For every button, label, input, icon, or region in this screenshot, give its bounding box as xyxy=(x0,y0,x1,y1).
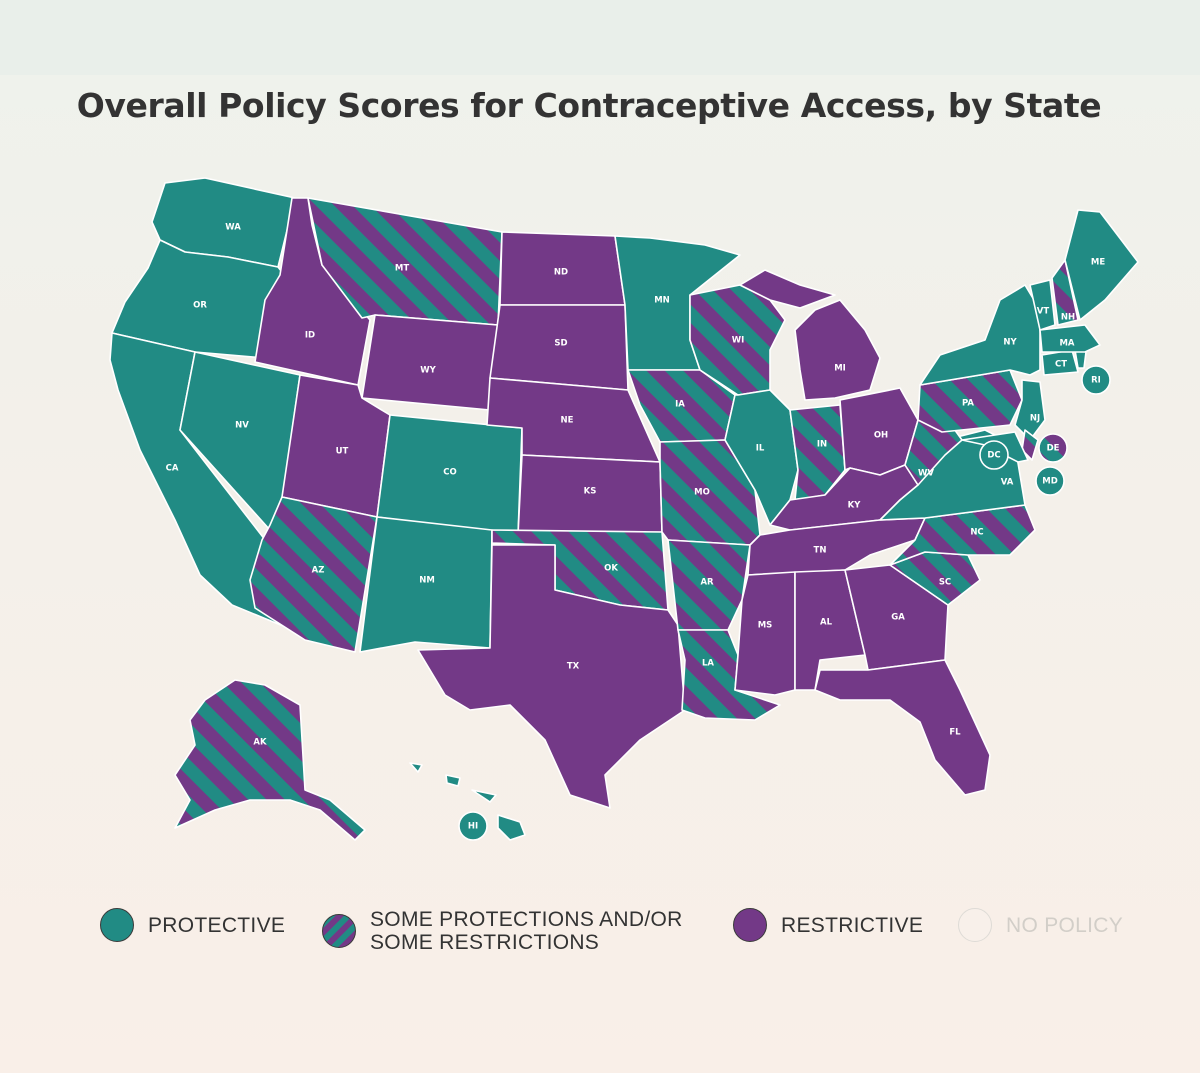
state-label-ks: KS xyxy=(584,487,597,497)
state-label-id: ID xyxy=(305,331,315,341)
state-label-ar: AR xyxy=(700,578,714,588)
state-label-az: AZ xyxy=(312,566,325,576)
state-de xyxy=(1021,429,1039,461)
state-id xyxy=(254,197,371,386)
state-label-ct: CT xyxy=(1055,360,1067,370)
legend-label-protective: PROTECTIVE xyxy=(148,913,286,937)
state-label-al: AL xyxy=(820,618,833,628)
state-label-or: OR xyxy=(193,301,207,311)
state-label-wv: WV xyxy=(918,469,934,479)
state-label-in: IN xyxy=(817,440,827,450)
legend-swatch-restrictive xyxy=(733,908,767,942)
state-label-nh: NH xyxy=(1061,313,1075,323)
state-label-ne: NE xyxy=(561,416,574,426)
state-ar xyxy=(667,539,751,631)
state-wy xyxy=(361,314,499,411)
state-label-nj: NJ xyxy=(1030,414,1040,424)
legend-swatch-mixed xyxy=(322,914,356,948)
state-label-hi: HI xyxy=(468,822,478,832)
state-label-wi: WI xyxy=(732,336,745,346)
state-tx xyxy=(417,544,686,809)
legend-label-no-policy: NO POLICY xyxy=(1006,913,1124,937)
legend: PROTECTIVE SOME PROTECTIONS AND/OR SOME … xyxy=(0,908,1200,958)
state-label-dc: DC xyxy=(987,451,1000,461)
state-label-fl: FL xyxy=(949,728,961,738)
state-az xyxy=(249,496,378,653)
state-ms xyxy=(734,571,796,696)
state-label-mo: MO xyxy=(694,488,710,498)
state-label-ia: IA xyxy=(675,400,685,410)
state-la xyxy=(677,629,781,721)
state-ny xyxy=(919,284,1041,386)
state-bubble-de xyxy=(1038,433,1068,463)
state-label-tn: TN xyxy=(814,546,827,556)
state-label-co: CO xyxy=(443,468,456,478)
state-vt xyxy=(1029,279,1056,331)
state-label-pa: PA xyxy=(962,399,974,409)
state-label-il: IL xyxy=(756,444,765,454)
state-label-ma: MA xyxy=(1059,339,1074,349)
state-label-ok: OK xyxy=(604,564,618,574)
state-label-nm: NM xyxy=(419,576,435,586)
legend-label-mixed-line1: SOME PROTECTIONS AND/OR xyxy=(370,908,683,931)
state-label-de: DE xyxy=(1047,444,1060,454)
legend-swatch-protective xyxy=(100,908,134,942)
state-ak xyxy=(174,679,366,841)
state-label-vt: VT xyxy=(1037,307,1050,317)
state-label-sc: SC xyxy=(939,578,951,588)
legend-swatch-no-policy xyxy=(958,908,992,942)
state-hi2 xyxy=(445,774,461,787)
state-bubble-ri xyxy=(1081,365,1111,395)
state-mi xyxy=(794,299,881,401)
state-label-ky: KY xyxy=(848,501,862,511)
state-label-va: VA xyxy=(1001,478,1014,488)
state-label-ga: GA xyxy=(891,613,905,623)
legend-label-mixed-line2: SOME RESTRICTIONS xyxy=(370,931,600,954)
state-upmi xyxy=(739,269,836,309)
state-bubble-hi xyxy=(458,811,488,841)
state-label-nv: NV xyxy=(235,421,249,431)
state-bubble-dc xyxy=(979,440,1009,470)
state-me xyxy=(1064,209,1139,321)
state-label-mn: MN xyxy=(654,296,670,306)
state-label-sd: SD xyxy=(554,339,567,349)
state-ma xyxy=(1039,324,1101,353)
legend-restrictive: RESTRICTIVE xyxy=(733,908,923,942)
state-label-mi: MI xyxy=(834,364,846,374)
state-hi3 xyxy=(471,789,497,803)
state-label-tx: TX xyxy=(567,662,580,672)
state-label-ak: AK xyxy=(253,738,267,748)
state-label-ut: UT xyxy=(336,447,349,457)
state-label-md: MD xyxy=(1042,477,1058,487)
state-fl xyxy=(814,659,991,796)
state-nh xyxy=(1051,259,1079,326)
legend-label-restrictive: RESTRICTIVE xyxy=(781,913,924,937)
legend-no-policy: NO POLICY xyxy=(958,908,1123,942)
map-title: Overall Policy Scores for Contraceptive … xyxy=(76,86,1102,125)
state-hi4 xyxy=(497,814,526,841)
state-label-ri: RI xyxy=(1091,376,1101,386)
state-label-wa: WA xyxy=(225,223,241,233)
legend-label-mixed: SOME PROTECTIONS AND/OR SOME RESTRICTION… xyxy=(370,908,683,954)
state-label-mt: MT xyxy=(395,264,409,274)
state-label-nd: ND xyxy=(554,268,568,278)
state-bubble-md xyxy=(1035,466,1065,496)
state-label-ny: NY xyxy=(1003,338,1017,348)
state-label-nc: NC xyxy=(970,528,983,538)
state-label-me: ME xyxy=(1091,258,1105,268)
legend-protective: PROTECTIVE xyxy=(100,908,285,942)
state-nm xyxy=(359,516,493,653)
state-label-ms: MS xyxy=(758,621,773,631)
legend-mixed: SOME PROTECTIONS AND/OR SOME RESTRICTION… xyxy=(322,908,683,954)
state-hi1 xyxy=(409,762,423,773)
state-label-oh: OH xyxy=(874,431,888,441)
state-label-wy: WY xyxy=(420,366,436,376)
state-nj xyxy=(1014,379,1046,441)
state-label-la: LA xyxy=(702,659,714,669)
top-band xyxy=(0,0,1200,75)
state-tn xyxy=(747,517,926,576)
state-label-ca: CA xyxy=(166,464,179,474)
